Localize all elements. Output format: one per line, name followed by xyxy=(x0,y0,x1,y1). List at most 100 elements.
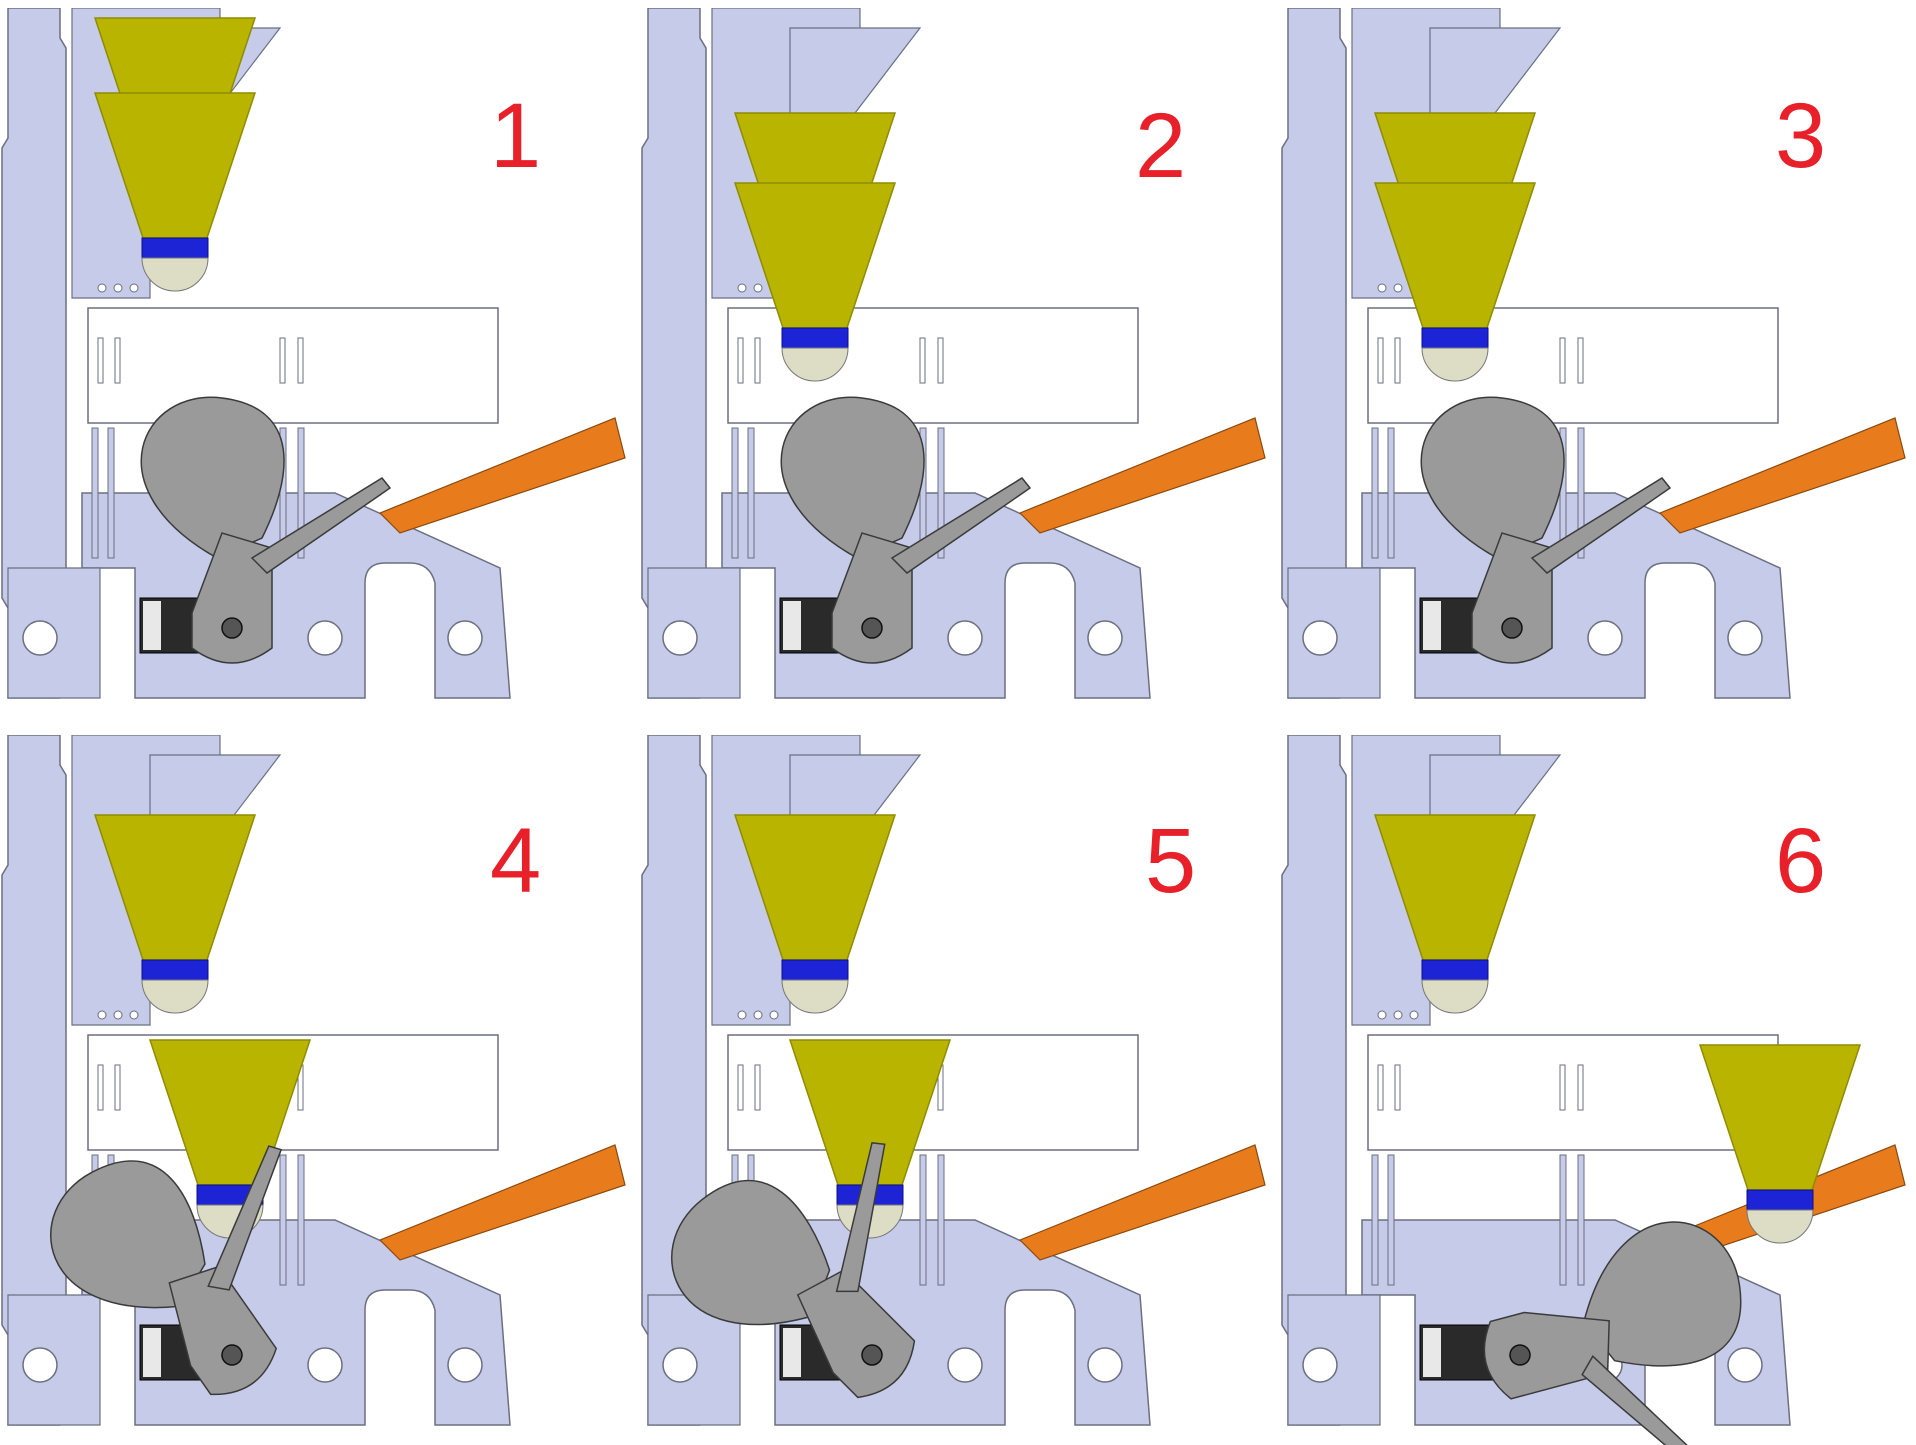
step-panel-1: 1 xyxy=(0,8,630,718)
base-plate xyxy=(1361,492,1791,699)
small-hole xyxy=(753,283,763,293)
arm-finger xyxy=(207,1145,283,1291)
lower-shuttlecock-skirt xyxy=(733,182,897,329)
small-hole xyxy=(129,1010,139,1020)
box-slot xyxy=(737,337,744,384)
arm-paddle xyxy=(780,396,925,559)
small-hole xyxy=(129,283,139,293)
gate-arm xyxy=(1420,396,1672,664)
step-number-label: 5 xyxy=(1145,810,1197,912)
step-number-label: 4 xyxy=(490,810,542,912)
output-chute xyxy=(1658,417,1906,534)
mount-hole xyxy=(447,1347,483,1383)
box-slot xyxy=(754,1064,761,1111)
step-illustration xyxy=(1281,735,1906,1445)
lower-shuttlecock-cork xyxy=(781,347,849,382)
box-slot xyxy=(97,1064,104,1111)
servo-tab xyxy=(143,1328,161,1377)
arm-paddle xyxy=(670,1179,831,1326)
arm-pivot xyxy=(1501,617,1523,639)
step-illustration xyxy=(1281,8,1906,699)
box-slot xyxy=(737,1064,744,1111)
output-chute xyxy=(1018,1144,1266,1261)
box-slot xyxy=(754,337,761,384)
arm-finger xyxy=(835,1142,886,1293)
upper-shuttlecock-cork xyxy=(1421,979,1489,1014)
small-hole xyxy=(737,283,747,293)
mount-hole xyxy=(1587,620,1623,656)
arm-paddle xyxy=(140,396,285,559)
servo-tab xyxy=(1423,1328,1441,1377)
servo-tab xyxy=(143,601,161,650)
small-hole xyxy=(1393,1010,1403,1020)
step-number-label: 3 xyxy=(1775,85,1827,187)
mount-hole xyxy=(22,620,58,656)
box-slot xyxy=(1377,1064,1384,1111)
box-slot xyxy=(1559,337,1566,384)
mount-hole xyxy=(22,1347,58,1383)
rail-slot xyxy=(747,427,755,559)
output-chute xyxy=(378,417,626,534)
mount-hole xyxy=(1302,1347,1338,1383)
box-slot xyxy=(937,337,944,384)
servo-tab xyxy=(1423,601,1441,650)
step-illustration xyxy=(1,8,626,699)
step-panel-3: 3 xyxy=(1280,8,1910,718)
released-shuttlecock-cork xyxy=(1746,1209,1814,1244)
mount-hole xyxy=(1087,620,1123,656)
small-hole xyxy=(1377,1010,1387,1020)
upper-shuttlecock-band xyxy=(141,959,209,981)
box-slot xyxy=(1394,337,1401,384)
arm-pivot xyxy=(1509,1344,1531,1366)
rail-slot xyxy=(1371,427,1379,559)
mount-hole xyxy=(447,620,483,656)
servo-tab xyxy=(783,1328,801,1377)
box-slot xyxy=(1577,1064,1584,1111)
arm-hub xyxy=(796,1269,916,1399)
box-slot xyxy=(1577,337,1584,384)
small-hole xyxy=(1377,283,1387,293)
step-illustration xyxy=(641,8,1266,699)
small-hole xyxy=(753,1010,763,1020)
arm-hub xyxy=(1471,532,1553,664)
rail-slot xyxy=(731,427,739,559)
rail-slot xyxy=(279,1154,287,1286)
step-number-label: 2 xyxy=(1135,95,1187,197)
upper-shuttlecock-cork xyxy=(781,979,849,1014)
box-slot xyxy=(97,337,104,384)
gate-arm xyxy=(1483,1221,1742,1445)
upper-shuttlecock-band xyxy=(1421,959,1489,981)
gate-arm xyxy=(49,1145,283,1396)
box-slot xyxy=(1377,337,1384,384)
box-slot xyxy=(114,1064,121,1111)
step-panel-2: 2 xyxy=(640,8,1270,718)
rail-slot xyxy=(297,1154,305,1286)
base-plate xyxy=(721,492,1151,699)
lower-shuttlecock-cork xyxy=(141,257,209,292)
arm-pivot xyxy=(861,617,883,639)
step-number-label: 1 xyxy=(490,85,542,187)
rail-slot xyxy=(919,1154,927,1286)
rail-slot xyxy=(1371,1154,1379,1286)
lower-shuttlecock-band xyxy=(1421,327,1489,349)
arm-paddle xyxy=(49,1160,206,1309)
lower-shuttlecock-cork xyxy=(1421,347,1489,382)
small-hole xyxy=(113,283,123,293)
guide-box xyxy=(87,307,499,424)
arm-finger xyxy=(250,477,392,574)
mount-hole xyxy=(307,620,343,656)
mount-hole xyxy=(1727,1347,1763,1383)
step-panel-5: 5 xyxy=(640,735,1270,1445)
arm-pivot xyxy=(221,617,243,639)
mount-hole xyxy=(947,1347,983,1383)
arm-hub xyxy=(831,532,913,664)
rail-slot xyxy=(1559,1154,1567,1286)
box-slot xyxy=(1394,1064,1401,1111)
arm-hub xyxy=(1483,1311,1610,1400)
arm-paddle xyxy=(1420,396,1565,559)
lower-shuttlecock-skirt xyxy=(1373,182,1537,329)
mount-hole xyxy=(947,620,983,656)
arm-pivot xyxy=(221,1344,243,1366)
released-shuttlecock-band xyxy=(1746,1189,1814,1211)
